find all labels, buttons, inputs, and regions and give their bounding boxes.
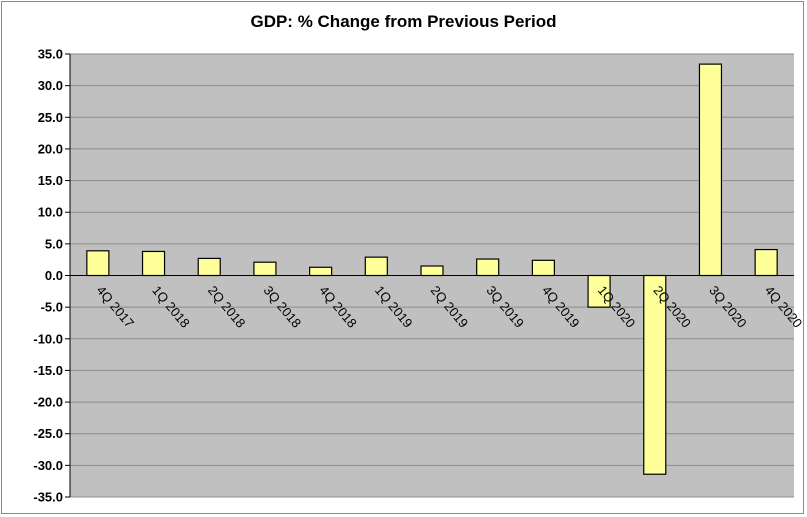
bar-3q-2018 [253, 261, 277, 277]
bar-1q-2019 [364, 256, 388, 277]
plot-area: 35.0 30.0 25.0 20.0 15.0 10.0 5.0 0.0 -5.0 -10.0 -… [33, 47, 805, 505]
y-tick-label: -20.0 [33, 395, 63, 410]
y-tick-label: -25.0 [33, 426, 63, 441]
y-tick-label: 20.0 [38, 141, 63, 156]
y-tick-label: 35.0 [38, 47, 63, 62]
bar-1q-2018 [141, 250, 166, 277]
y-tick-label: 15.0 [38, 173, 63, 188]
bar-3q-2020 [698, 63, 723, 277]
y-tick-label: -15.0 [33, 363, 63, 378]
bar-4q-2018 [309, 266, 333, 277]
bar-4q-2019 [531, 259, 555, 277]
y-tick-label: -5.0 [41, 300, 63, 315]
bar-2q-2020 [643, 274, 667, 475]
bar-3q-2019 [476, 258, 500, 277]
bar-1q-2020 [587, 274, 611, 308]
y-tick-label: -10.0 [33, 331, 63, 346]
y-tick-label: 5.0 [45, 236, 63, 251]
bar-4q-2020 [754, 248, 778, 277]
y-tick-label: 0.0 [45, 268, 63, 283]
bar-4q-2017 [86, 250, 110, 277]
y-tick-label: -35.0 [33, 490, 63, 505]
y-tick-label: 10.0 [38, 205, 63, 220]
y-tick-label: 25.0 [38, 110, 63, 125]
y-tick-label: 30.0 [38, 78, 63, 93]
bar-2q-2019 [420, 265, 444, 277]
bar-2q-2018 [197, 257, 221, 277]
chart-title: GDP: % Change from Previous Period [250, 12, 557, 31]
y-tick-label: -30.0 [33, 458, 63, 473]
